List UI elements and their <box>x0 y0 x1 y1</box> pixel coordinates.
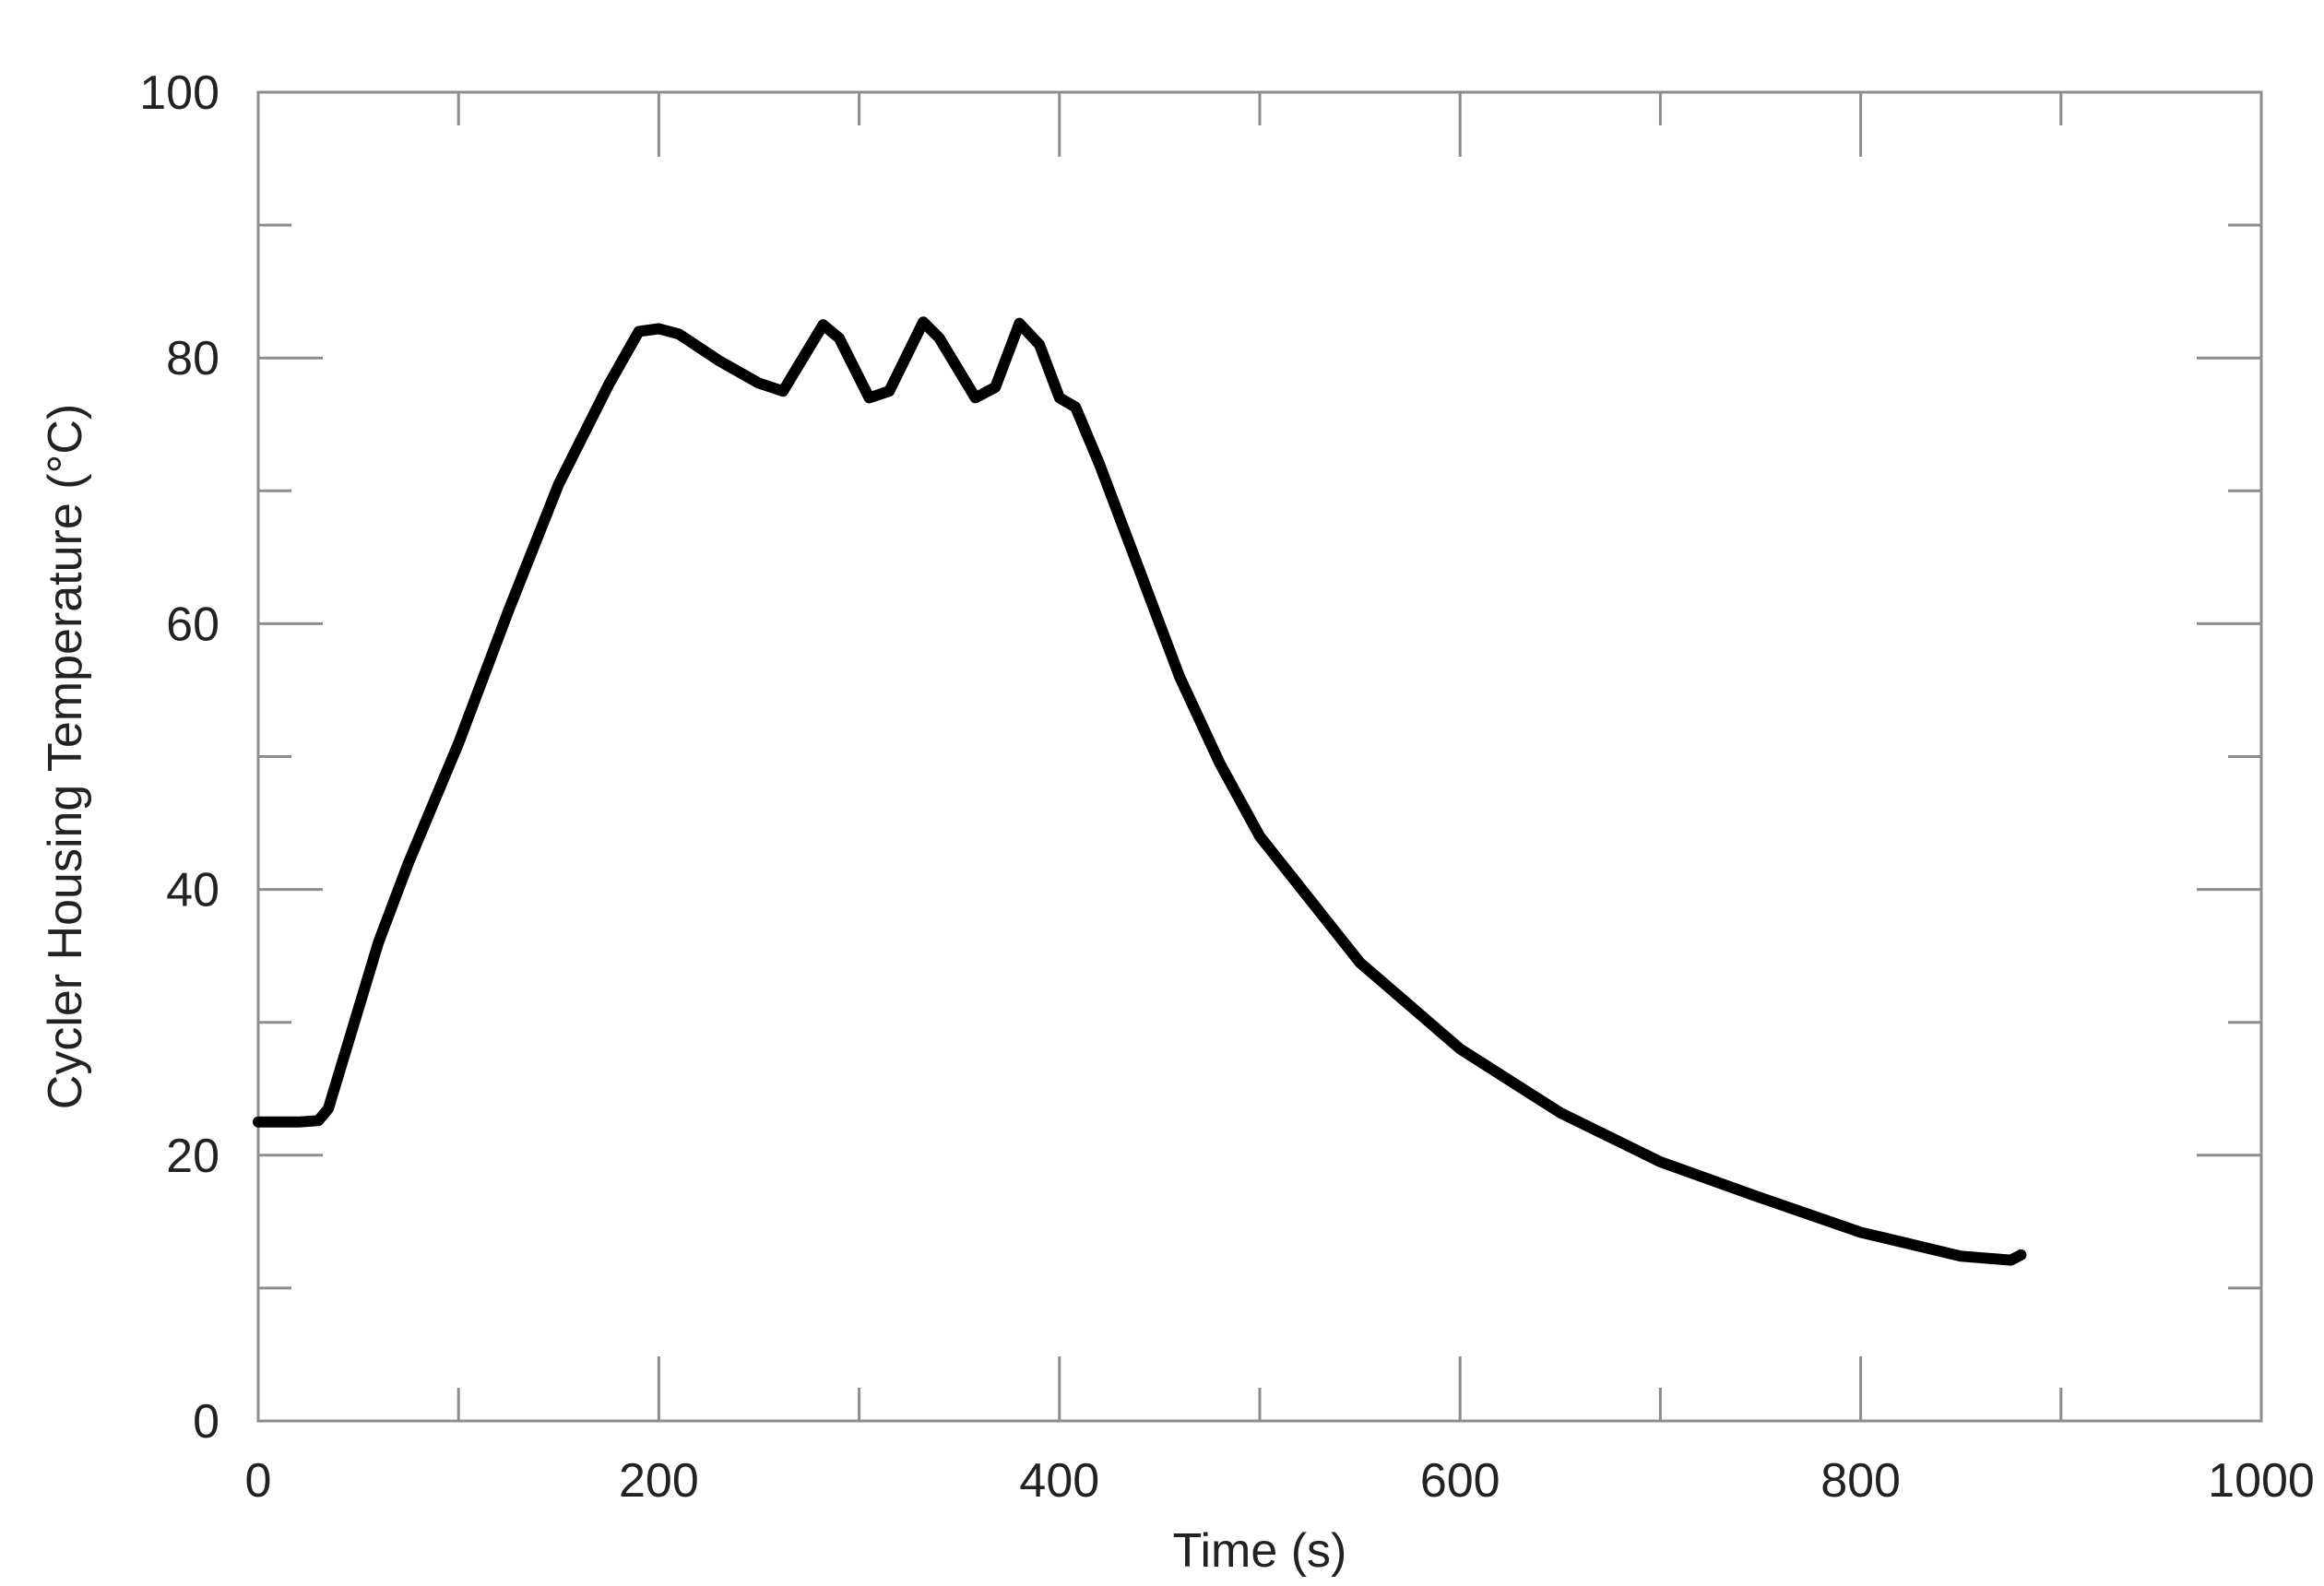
y-tick-label: 20 <box>166 1130 219 1183</box>
tick-labels: 0 200 400 600 800 1000 0 20 40 60 80 100 <box>139 66 2315 1508</box>
x-tick-label: 800 <box>1820 1454 1901 1508</box>
data-line <box>253 316 2027 1266</box>
y-tick-label: 80 <box>166 332 219 385</box>
x-tick-label: 0 <box>245 1454 272 1508</box>
x-tick-label: 1000 <box>2208 1454 2315 1508</box>
y-tick-label: 0 <box>193 1395 219 1449</box>
x-axis-title: Time (s) <box>1173 1524 1347 1578</box>
x-tick-label: 400 <box>1019 1454 1099 1508</box>
y-tick-label: 60 <box>166 598 219 651</box>
y-tick-label: 100 <box>139 66 219 120</box>
plot-frame <box>256 90 2263 1423</box>
y-axis-title: Cycler Housing Temperature (°C) <box>39 404 92 1109</box>
x-tick-label: 600 <box>1420 1454 1500 1508</box>
x-tick-label: 200 <box>619 1454 699 1508</box>
y-tick-label: 40 <box>166 864 219 917</box>
